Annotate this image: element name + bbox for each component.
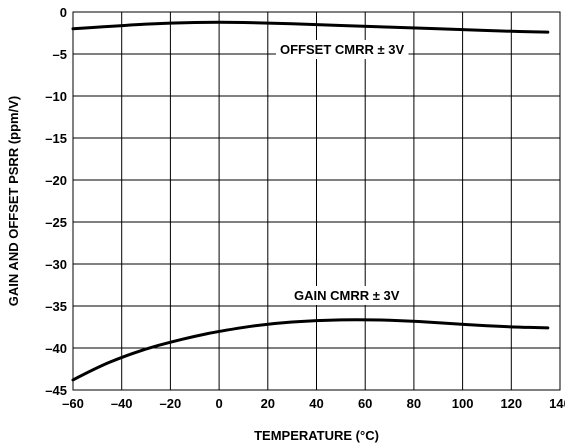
tick-layer: –60 –40 –20 0 20 40 60 80 100 120 140 0 –5 –10 –15 –20 –… [45, 5, 565, 411]
y-tick-label: –10 [45, 89, 67, 104]
series-layer [71, 20, 550, 382]
grid [72, 11, 561, 391]
y-axis-title: GAIN AND OFFSET PSRR (ppm/V) [6, 96, 21, 306]
x-axis-title: TEMPERATURE (°C) [254, 428, 379, 443]
y-tick-label: –45 [45, 383, 67, 398]
gain-cmrr-series-line [71, 318, 550, 382]
x-tick-label: 100 [452, 396, 474, 411]
gain-label-background [290, 286, 404, 305]
offset-cmrr-series-line [71, 20, 550, 34]
plot-frame [72, 11, 561, 391]
x-tick-label: –60 [62, 396, 84, 411]
y-tick-label: –40 [45, 341, 67, 356]
y-tick-label: –15 [45, 131, 67, 146]
x-tick-label: –40 [111, 396, 133, 411]
x-tick-label: 0 [215, 396, 222, 411]
x-tick-label: –20 [160, 396, 182, 411]
y-tick-label: 0 [60, 5, 67, 20]
y-tick-label: –25 [45, 215, 67, 230]
x-tick-label: 60 [358, 396, 372, 411]
y-tick-label: –35 [45, 299, 67, 314]
offset-label-background [276, 40, 409, 59]
y-tick-label: –20 [45, 173, 67, 188]
x-tick-label: 20 [261, 396, 275, 411]
y-tick-label: –30 [45, 257, 67, 272]
x-tick-label: 40 [309, 396, 323, 411]
x-tick-label: 80 [407, 396, 421, 411]
offset-cmrr-label: OFFSET CMRR ± 3V [280, 42, 404, 57]
y-tick-label: –5 [53, 47, 67, 62]
x-tick-label: 140 [549, 396, 565, 411]
x-tick-label: 120 [500, 396, 522, 411]
gain-cmrr-label: GAIN CMRR ± 3V [294, 288, 400, 303]
